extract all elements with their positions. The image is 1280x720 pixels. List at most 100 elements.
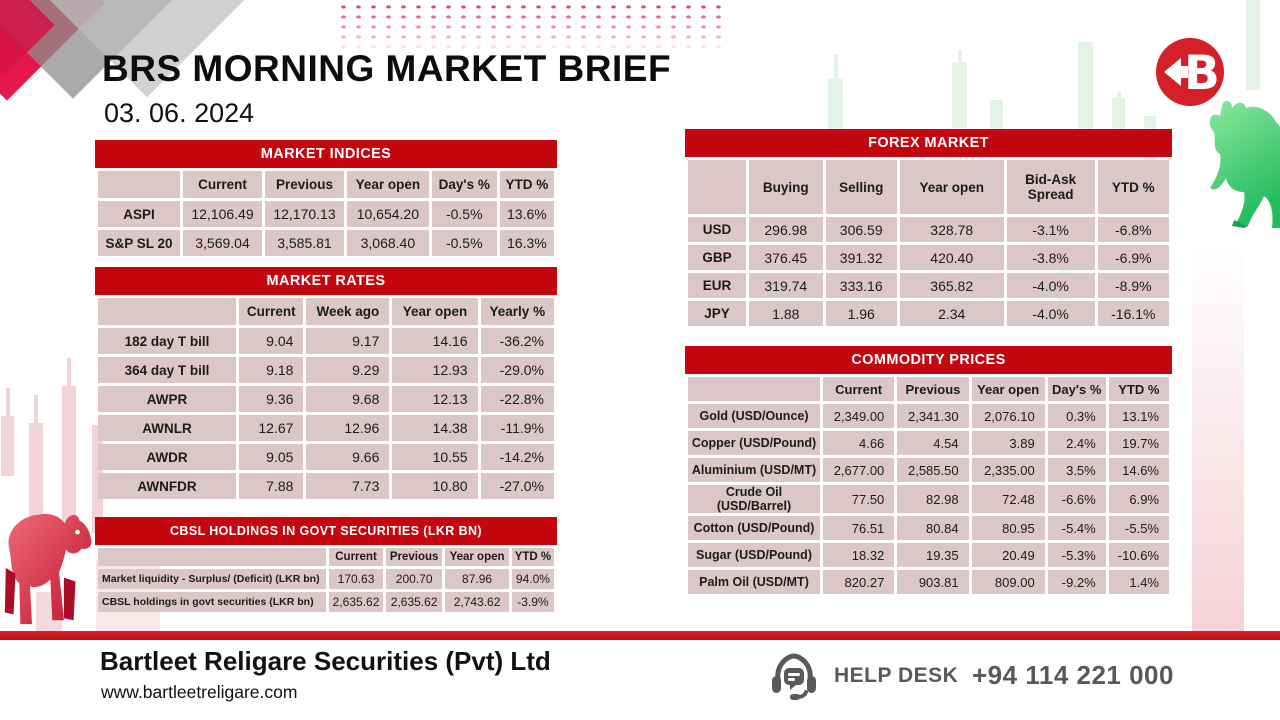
value-cell: 3,569.04: [183, 230, 262, 256]
table-row: GBP 376.45 391.32 420.40 -3.8% -6.9%: [688, 245, 1169, 270]
table-row: AWNFDR 7.88 7.73 10.80 -27.0%: [98, 473, 554, 499]
value-cell: -4.0%: [1006, 273, 1095, 298]
value-cell: 14.16: [392, 328, 478, 354]
value-cell: 4.54: [897, 431, 969, 455]
row-label: 182 day T bill: [98, 328, 236, 354]
value-cell: 2,076.10: [971, 404, 1045, 428]
value-cell: -14.2%: [480, 444, 554, 470]
value-cell: -6.8%: [1097, 217, 1169, 242]
row-label: S&P SL 20: [98, 230, 180, 256]
help-desk-phone[interactable]: +94 114 221 000: [972, 660, 1174, 690]
pink-gradient-band: [1192, 240, 1244, 632]
forex-market-table: FOREX MARKET Buying Selling Year open Bid-A…: [685, 129, 1172, 329]
column-header: YTD %: [499, 171, 554, 198]
value-cell: 3.5%: [1047, 458, 1106, 482]
value-cell: -5.4%: [1047, 516, 1106, 540]
value-cell: 391.32: [825, 245, 897, 270]
row-label: USD: [688, 217, 746, 242]
candlestick-decoration: [1, 388, 14, 523]
row-label: AWNLR: [98, 415, 236, 441]
column-header: YTD %: [511, 548, 554, 566]
table-row: 364 day T bill 9.18 9.29 12.93 -29.0%: [98, 357, 554, 383]
value-cell: 16.3%: [499, 230, 554, 256]
table-title: MARKET INDICES: [95, 140, 557, 168]
row-label: 364 day T bill: [98, 357, 236, 383]
table-row: JPY 1.88 1.96 2.34 -4.0% -16.1%: [688, 301, 1169, 326]
header-row: Current Previous Year open Day's % YTD %: [98, 171, 554, 198]
value-cell: 82.98: [897, 485, 969, 513]
value-cell: 2,677.00: [823, 458, 895, 482]
value-cell: 4.66: [823, 431, 895, 455]
value-cell: 2,743.62: [445, 592, 509, 612]
column-header: Day's %: [1047, 377, 1106, 401]
column-header: [98, 171, 180, 198]
column-header: YTD %: [1097, 160, 1169, 214]
value-cell: 3.89: [971, 431, 1045, 455]
value-cell: 3,068.40: [346, 230, 429, 256]
market-rates-grid: Current Week ago Year open Yearly % 182 day…: [95, 295, 557, 502]
value-cell: 9.36: [239, 386, 304, 412]
headset-icon: [772, 653, 816, 700]
value-cell: 200.70: [386, 569, 443, 589]
bear-silhouette: [4, 513, 92, 625]
column-header: Year open: [899, 160, 1004, 214]
value-cell: -3.9%: [511, 592, 554, 612]
value-cell: -6.9%: [1097, 245, 1169, 270]
value-cell: 365.82: [899, 273, 1004, 298]
value-cell: 80.95: [971, 516, 1045, 540]
bull-silhouette: [1209, 101, 1280, 228]
value-cell: 94.0%: [511, 569, 554, 589]
value-cell: -4.0%: [1006, 301, 1095, 326]
column-header: Current: [823, 377, 895, 401]
value-cell: 1.4%: [1108, 570, 1169, 594]
table-row: Sugar (USD/Pound) 18.32 19.35 20.49 -5.3% -10…: [688, 543, 1169, 567]
value-cell: -11.9%: [480, 415, 554, 441]
value-cell: 10,654.20: [346, 201, 429, 227]
column-header: [688, 160, 746, 214]
help-desk-label: HELP DESK: [834, 664, 959, 687]
value-cell: 2.34: [899, 301, 1004, 326]
value-cell: 809.00: [971, 570, 1045, 594]
table-row: Market liquidity - Surplus/ (Deficit) (L…: [98, 569, 554, 589]
candlestick-decoration: [990, 100, 1003, 130]
row-label: EUR: [688, 273, 746, 298]
row-label: ASPI: [98, 201, 180, 227]
market-indices-grid: Current Previous Year open Day's % YTD % ASP…: [95, 168, 557, 259]
row-label: Aluminium (USD/MT): [688, 458, 820, 482]
column-header: Yearly %: [480, 298, 554, 325]
commodities-grid: Current Previous Year open Day's % YTD % Gol…: [685, 374, 1172, 597]
table-row: Palm Oil (USD/MT) 820.27 903.81 809.00 -9.2%…: [688, 570, 1169, 594]
row-label: JPY: [688, 301, 746, 326]
value-cell: 2.4%: [1047, 431, 1106, 455]
column-header: Selling: [825, 160, 897, 214]
value-cell: 20.49: [971, 543, 1045, 567]
table-row: S&P SL 20 3,569.04 3,585.81 3,068.40 -0.5% 16…: [98, 230, 554, 256]
table-row: Crude Oil (USD/Barrel) 77.50 82.98 72.48 -6.…: [688, 485, 1169, 513]
value-cell: 1.96: [825, 301, 897, 326]
value-cell: 9.04: [239, 328, 304, 354]
column-header: Current: [329, 548, 384, 566]
value-cell: 87.96: [445, 569, 509, 589]
table-row: AWPR 9.36 9.68 12.13 -22.8%: [98, 386, 554, 412]
column-header: Year open: [346, 171, 429, 198]
value-cell: 10.80: [392, 473, 478, 499]
candlestick-decoration: [1078, 42, 1093, 130]
cbsl-holdings-table: CBSL HOLDINGS IN GOVT SECURITIES (LKR BN…: [95, 517, 557, 615]
website-link[interactable]: www.bartleetreligare.com: [101, 682, 298, 702]
column-header: Year open: [392, 298, 478, 325]
header-row: Current Previous Year open Day's % YTD %: [688, 377, 1169, 401]
row-label: Gold (USD/Ounce): [688, 404, 820, 428]
value-cell: 1.88: [749, 301, 823, 326]
company-name: Bartleet Religare Securities (Pvt) Ltd: [100, 646, 551, 676]
value-cell: 12.67: [239, 415, 304, 441]
value-cell: -0.5%: [431, 230, 497, 256]
value-cell: 6.9%: [1108, 485, 1169, 513]
value-cell: -6.6%: [1047, 485, 1106, 513]
candlestick-decoration: [29, 395, 43, 535]
commodity-prices-table: COMMODITY PRICES Current Previous Year ope…: [685, 346, 1172, 597]
value-cell: 13.1%: [1108, 404, 1169, 428]
value-cell: -8.9%: [1097, 273, 1169, 298]
header-row: Buying Selling Year open Bid-Ask Spread YTD …: [688, 160, 1169, 214]
column-header: Current: [239, 298, 304, 325]
value-cell: -0.5%: [431, 201, 497, 227]
